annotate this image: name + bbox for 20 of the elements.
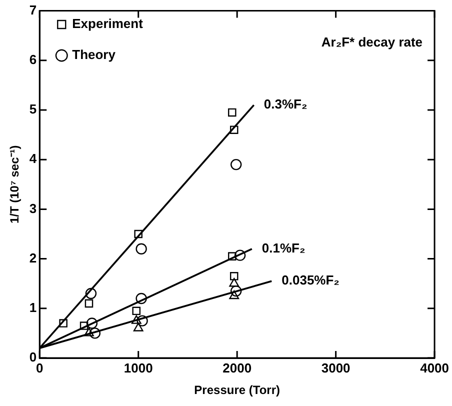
annotation: 0.3%F₂: [264, 96, 308, 112]
y-tick-label: 0: [29, 350, 37, 365]
x-tick-label: 1000: [124, 360, 153, 376]
legend-label: Theory: [72, 47, 116, 62]
annotation: 0.035%F₂: [282, 272, 340, 288]
y-tick-label: 3: [29, 200, 37, 216]
y-tick-label: 2: [29, 250, 37, 266]
y-tick-label: 5: [29, 102, 37, 117]
annotation: 0.1%F₂: [262, 240, 306, 256]
x-tick-label: 2000: [222, 360, 252, 376]
x-axis-title: Pressure (Torr): [194, 383, 280, 398]
y-tick-label: 1: [29, 300, 37, 315]
y-axis-title: 1/T (10⁷ sec⁻¹): [8, 145, 22, 224]
text: Ar₂F* decay rate: [321, 34, 423, 50]
y-tick-label: 4: [29, 151, 38, 166]
x-tick-label: 4000: [420, 360, 449, 376]
x-tick-label: 3000: [321, 360, 350, 376]
legend-label: Experiment: [72, 16, 144, 32]
y-tick-label: 7: [29, 2, 37, 18]
y-tick-label: 6: [29, 52, 37, 67]
